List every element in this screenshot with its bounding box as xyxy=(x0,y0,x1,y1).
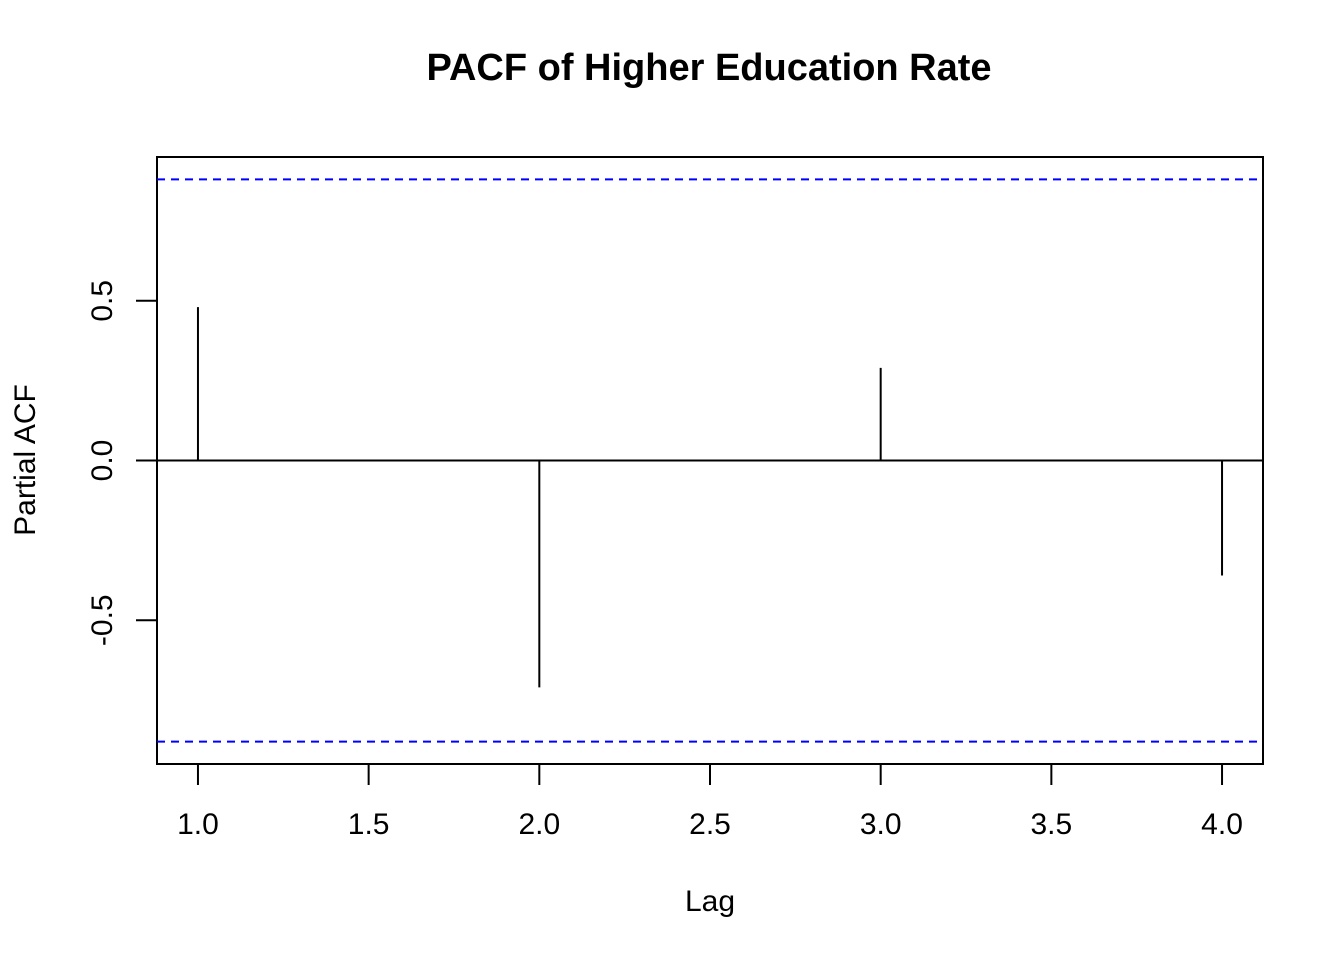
x-tick-label: 4.0 xyxy=(1201,808,1243,841)
y-tick-label: 0.5 xyxy=(86,280,119,322)
y-tick-label: 0.0 xyxy=(86,440,119,482)
x-axis: 1.0 1.5 2.0 2.5 3.0 3.5 4.0 xyxy=(177,763,1243,841)
y-axis-label: Partial ACF xyxy=(9,384,42,536)
y-tick-label: -0.5 xyxy=(86,594,119,646)
x-tick-label: 2.5 xyxy=(689,808,731,841)
pacf-bars xyxy=(196,307,1224,688)
x-tick-label: 1.5 xyxy=(348,808,390,841)
y-axis: -0.5 0.0 0.5 xyxy=(86,280,158,646)
x-tick-label: 1.0 xyxy=(177,808,219,841)
confidence-bounds xyxy=(157,178,1263,743)
x-tick-label: 2.0 xyxy=(518,808,560,841)
x-axis-label: Lag xyxy=(685,885,735,918)
chart-title: PACF of Higher Education Rate xyxy=(426,47,991,89)
x-tick-label: 3.0 xyxy=(860,808,902,841)
x-tick-label: 3.5 xyxy=(1030,808,1072,841)
